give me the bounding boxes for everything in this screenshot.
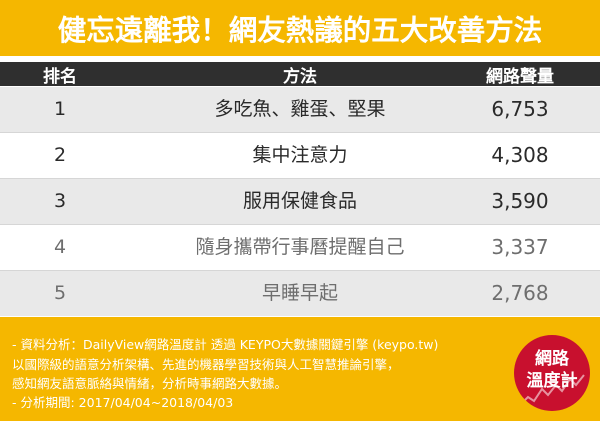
footer-notes: - 資料分析：DailyView網路溫度計 透過 KEYPO大數據關鍵引擎 (k… xyxy=(0,317,600,421)
volume-cell: 3,337 xyxy=(491,235,549,259)
footer-line: 以國際級的語意分析架構、先進的機器學習技術與人工智慧推論引擎， xyxy=(12,357,400,372)
header-rank: 排名 xyxy=(43,66,77,87)
method-cell: 隨身攜帶行事曆提醒自己 xyxy=(195,236,405,258)
rank-cell: 5 xyxy=(53,282,67,304)
page-title: 健忘遠離我！網友熱議的五大改善方法 xyxy=(57,13,543,47)
logo-line-2: 溫度計 xyxy=(526,371,578,391)
table-row: 2 集中注意力 4,308 xyxy=(0,133,600,178)
trend-line-icon xyxy=(519,374,585,406)
row-divider xyxy=(0,178,600,179)
volume-cell: 3,590 xyxy=(491,189,549,213)
method-cell: 多吃魚、雞蛋、堅果 xyxy=(214,98,386,120)
method-cell: 集中注意力 xyxy=(252,144,348,166)
row-divider xyxy=(0,224,600,225)
header-method: 方法 xyxy=(283,66,317,87)
method-cell: 早睡早起 xyxy=(261,282,338,304)
footer-line: - 分析期間: 2017/04/04~2018/04/03 xyxy=(12,395,234,410)
volume-cell: 6,753 xyxy=(491,97,549,121)
logo-line-1: 網路 xyxy=(535,349,569,369)
volume-cell: 4,308 xyxy=(491,143,549,167)
table-row: 3 服用保健食品 3,590 xyxy=(0,179,600,224)
row-divider xyxy=(0,270,600,271)
header-volume: 網路聲量 xyxy=(486,66,554,87)
rank-cell: 1 xyxy=(53,98,67,120)
row-divider xyxy=(0,132,600,133)
rank-cell: 4 xyxy=(53,236,67,258)
footer-line: - 資料分析：DailyView網路溫度計 透過 KEYPO大數據關鍵引擎 (k… xyxy=(12,337,439,352)
table-row: 1 多吃魚、雞蛋、堅果 6,753 xyxy=(0,87,600,132)
table-header: 排名 方法 網路聲量 xyxy=(0,62,600,87)
table-row: 4 隨身攜帶行事曆提醒自己 3,337 xyxy=(0,225,600,270)
rank-cell: 2 xyxy=(53,144,67,166)
volume-cell: 2,768 xyxy=(491,281,549,305)
title-bar: 健忘遠離我！網友熱議的五大改善方法 xyxy=(0,0,600,56)
method-cell: 服用保健食品 xyxy=(242,190,357,212)
dailyview-logo: 網路 溫度計 xyxy=(514,335,590,411)
rank-cell: 3 xyxy=(53,190,67,212)
footer-line: 感知網友語意脈絡與情緒，分析時事網路大數據。 xyxy=(12,376,288,391)
ranking-table: 排名 方法 網路聲量 1 多吃魚、雞蛋、堅果 6,753 2 集中注意力 4,3… xyxy=(0,56,600,317)
table-row: 5 早睡早起 2,768 xyxy=(0,271,600,316)
